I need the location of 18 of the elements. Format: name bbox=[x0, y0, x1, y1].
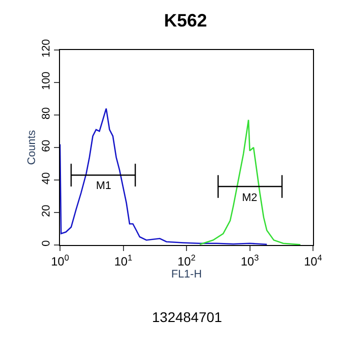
x-axis-title: FL1-H bbox=[171, 268, 202, 281]
text: 132484701 bbox=[152, 309, 222, 325]
x-tick-label: 10$^{1}$ bbox=[114, 252, 133, 268]
y-tick-label: 20 bbox=[40, 204, 53, 217]
y-tick-label: 60 bbox=[40, 140, 53, 152]
x-tick-label: 10$^{3}$ bbox=[240, 252, 260, 268]
x-tick-label: 10$^{0}$ bbox=[50, 252, 70, 268]
y-axis-title: Counts bbox=[26, 130, 38, 165]
chart-title: K562 bbox=[164, 10, 208, 31]
y-tick-label: 120 bbox=[40, 39, 53, 58]
y-tick-label: 0 bbox=[40, 240, 53, 246]
x-tick-label: 10$^{2}$ bbox=[177, 252, 196, 268]
annotation: M1 bbox=[96, 180, 112, 192]
annotation: M2 bbox=[242, 192, 258, 204]
y-tick-label: 100 bbox=[40, 72, 53, 90]
y-tick-label: 80 bbox=[40, 107, 53, 120]
y-tick-label: 40 bbox=[40, 172, 53, 184]
x-tick-label: 10$^{4}$ bbox=[304, 252, 322, 268]
